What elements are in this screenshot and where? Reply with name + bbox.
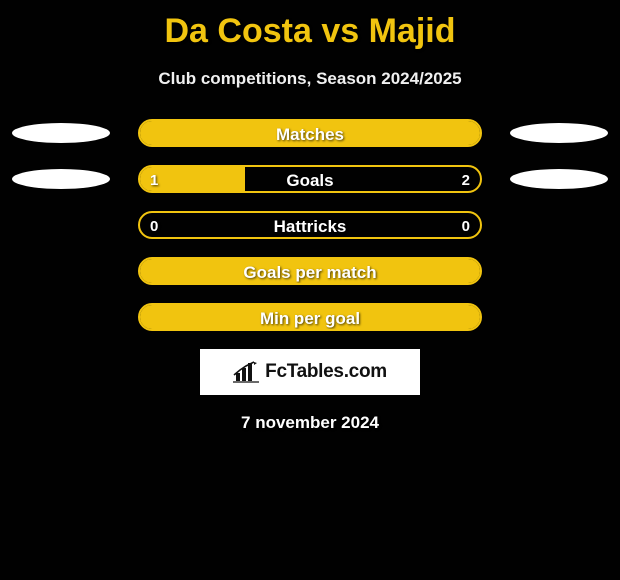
comparison-chart: Matches 1 Goals 2 0 Hattricks 0 G [0, 119, 620, 331]
date-text: 7 november 2024 [0, 413, 620, 433]
left-ellipse [12, 123, 110, 143]
bar-fill [140, 305, 480, 329]
right-value: 2 [462, 167, 470, 193]
logo-text: FcTables.com [265, 361, 387, 383]
bar-chart-icon [233, 361, 259, 383]
stat-row: Goals per match [0, 257, 620, 285]
stat-row: 1 Goals 2 [0, 165, 620, 193]
bar-track: Min per goal [138, 303, 482, 331]
right-value: 0 [462, 213, 470, 239]
logo: FcTables.com [233, 361, 387, 383]
bar-track: 1 Goals 2 [138, 165, 482, 193]
bar-track: Goals per match [138, 257, 482, 285]
left-ellipse [12, 169, 110, 189]
bar-track: 0 Hattricks 0 [138, 211, 482, 239]
page-title: Da Costa vs Majid [0, 0, 620, 51]
bar-fill [140, 121, 480, 145]
stat-row: 0 Hattricks 0 [0, 211, 620, 239]
bar-fill [140, 259, 480, 283]
logo-box: FcTables.com [200, 349, 420, 395]
left-value: 0 [150, 213, 158, 239]
stat-label: Hattricks [140, 213, 480, 239]
bar-track: Matches [138, 119, 482, 147]
right-ellipse [510, 169, 608, 189]
stat-row: Min per goal [0, 303, 620, 331]
stat-row: Matches [0, 119, 620, 147]
bar-fill [140, 167, 245, 191]
right-ellipse [510, 123, 608, 143]
page-subtitle: Club competitions, Season 2024/2025 [0, 69, 620, 89]
